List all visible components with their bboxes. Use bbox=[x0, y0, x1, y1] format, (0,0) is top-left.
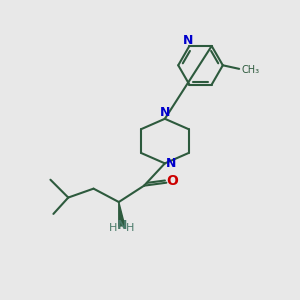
Text: N: N bbox=[166, 157, 177, 170]
Polygon shape bbox=[119, 202, 125, 226]
Text: O: O bbox=[167, 174, 178, 188]
Text: H: H bbox=[109, 223, 118, 233]
Text: N: N bbox=[160, 106, 170, 119]
Text: N: N bbox=[183, 34, 193, 47]
Text: CH₃: CH₃ bbox=[242, 65, 260, 75]
Text: H: H bbox=[126, 223, 134, 233]
Text: N: N bbox=[117, 219, 127, 232]
